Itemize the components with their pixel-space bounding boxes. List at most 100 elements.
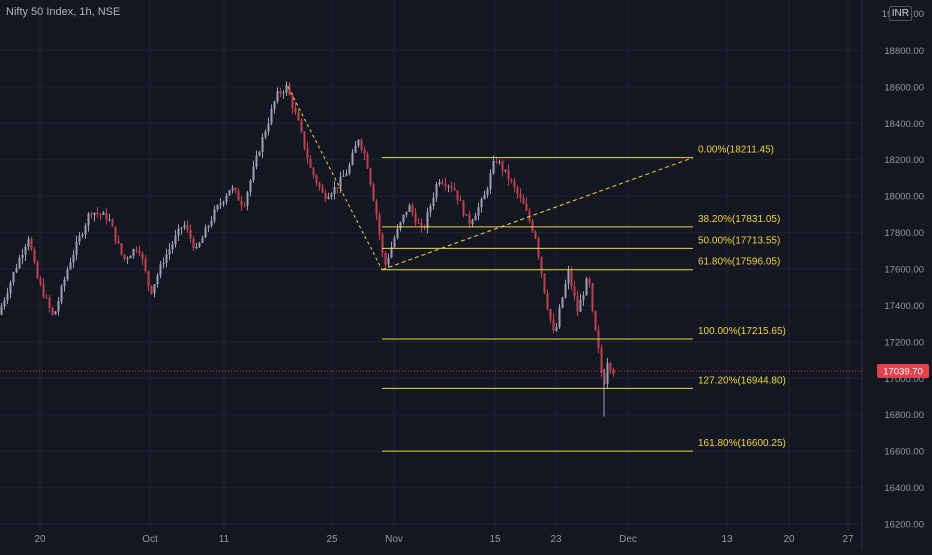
candle-body xyxy=(219,203,222,206)
candle-body xyxy=(354,145,357,153)
candle-body xyxy=(555,327,558,331)
fib-drawings: 0.00%(18211.45) 38.20%(17831.05) 50.00%(17… xyxy=(0,86,862,452)
candle-body xyxy=(492,161,495,174)
candle-body xyxy=(156,275,159,285)
candle-body xyxy=(567,270,570,284)
x-tick-label: Dec xyxy=(619,534,637,545)
candle-body xyxy=(384,252,387,265)
candle-body xyxy=(429,205,432,213)
candle-body xyxy=(528,210,531,221)
candle-body xyxy=(588,278,591,284)
candle-body xyxy=(216,205,219,210)
candle-body xyxy=(465,214,468,216)
candle-body xyxy=(27,238,30,247)
candle-body xyxy=(159,264,162,276)
candle-body xyxy=(144,259,147,272)
candle-body xyxy=(201,237,204,243)
candle-body xyxy=(231,187,234,191)
candle-body xyxy=(504,169,507,171)
candle-body xyxy=(222,201,225,204)
candle-body xyxy=(447,186,450,188)
candle-body xyxy=(276,91,279,102)
candle-body xyxy=(459,199,462,202)
candle-body xyxy=(228,190,231,196)
candle-body xyxy=(375,201,378,216)
candle-body xyxy=(525,203,528,211)
candle-body xyxy=(153,284,156,294)
candle-body xyxy=(171,244,174,250)
y-tick-label: 17400.00 xyxy=(884,301,924,312)
candle-body xyxy=(207,225,210,228)
candle-body xyxy=(60,286,63,302)
y-tick-label: 17800.00 xyxy=(884,228,924,239)
time-axis: 20 Oct 11 25 Nov 15 23 Dec 13 20 27 xyxy=(34,534,854,545)
candle-body xyxy=(33,249,36,263)
candle-body xyxy=(306,148,309,159)
trend-line-dashed xyxy=(381,157,694,271)
candle-body xyxy=(69,262,72,270)
candle-body xyxy=(75,241,78,255)
x-tick-label: 20 xyxy=(34,534,46,545)
candle-body xyxy=(51,307,54,315)
candle-body xyxy=(552,319,555,331)
candle-body xyxy=(387,257,390,265)
candle-body xyxy=(183,225,186,228)
candle-body xyxy=(483,194,486,200)
candle-body xyxy=(444,183,447,187)
candle-body xyxy=(243,205,246,207)
candle-body xyxy=(441,181,444,184)
candle-body xyxy=(42,283,45,297)
candle-body xyxy=(3,300,6,307)
candle-body xyxy=(510,179,513,182)
candle-body xyxy=(372,184,375,202)
candle-body xyxy=(339,176,342,189)
candle-body xyxy=(393,238,396,248)
candle-body xyxy=(480,199,483,208)
candle-body xyxy=(549,308,552,320)
candle-body xyxy=(294,108,297,113)
y-tick-label: 16800.00 xyxy=(884,410,924,421)
candle-body xyxy=(138,250,141,254)
candle-body xyxy=(102,212,105,216)
x-tick-label: 20 xyxy=(783,534,795,545)
candle-body xyxy=(606,363,609,384)
candle-body xyxy=(192,238,195,249)
candle-body xyxy=(57,301,60,312)
candle-body xyxy=(378,215,381,235)
candle-body xyxy=(195,246,198,249)
candle-body xyxy=(297,112,300,121)
y-tick-label: 18400.00 xyxy=(884,119,924,130)
candle-body xyxy=(405,211,408,215)
fib-level-label: 50.00%(17713.55) xyxy=(698,235,780,246)
candle-body xyxy=(117,240,120,244)
chart-title: Nifty 50 Index, 1h, NSE xyxy=(6,6,121,18)
currency-badge[interactable]: INR xyxy=(888,6,912,21)
candle-body xyxy=(543,273,546,293)
candle-body xyxy=(66,269,69,280)
x-tick-label: 23 xyxy=(550,534,562,545)
candle-body xyxy=(399,222,402,229)
x-tick-label: 11 xyxy=(219,534,230,545)
candle-body xyxy=(411,205,414,214)
candle-body xyxy=(288,84,291,96)
candle-body xyxy=(594,311,597,331)
candle-body xyxy=(30,238,33,250)
candle-body xyxy=(396,228,399,239)
x-tick-label: 15 xyxy=(489,534,501,545)
candle-body xyxy=(129,256,132,259)
candle-body xyxy=(234,187,237,191)
candle-body xyxy=(63,279,66,287)
fib-level-label: 100.00%(17215.65) xyxy=(698,326,786,337)
candle-body xyxy=(462,201,465,216)
candle-body xyxy=(360,139,363,150)
x-tick-label: Nov xyxy=(385,534,403,545)
x-tick-label: 13 xyxy=(721,534,733,545)
candle-body xyxy=(438,181,441,185)
y-tick-label: 18600.00 xyxy=(884,82,924,93)
candle-body xyxy=(135,249,138,251)
candle-body xyxy=(402,214,405,223)
candle-body xyxy=(600,348,603,374)
trend-line-base xyxy=(287,86,383,270)
